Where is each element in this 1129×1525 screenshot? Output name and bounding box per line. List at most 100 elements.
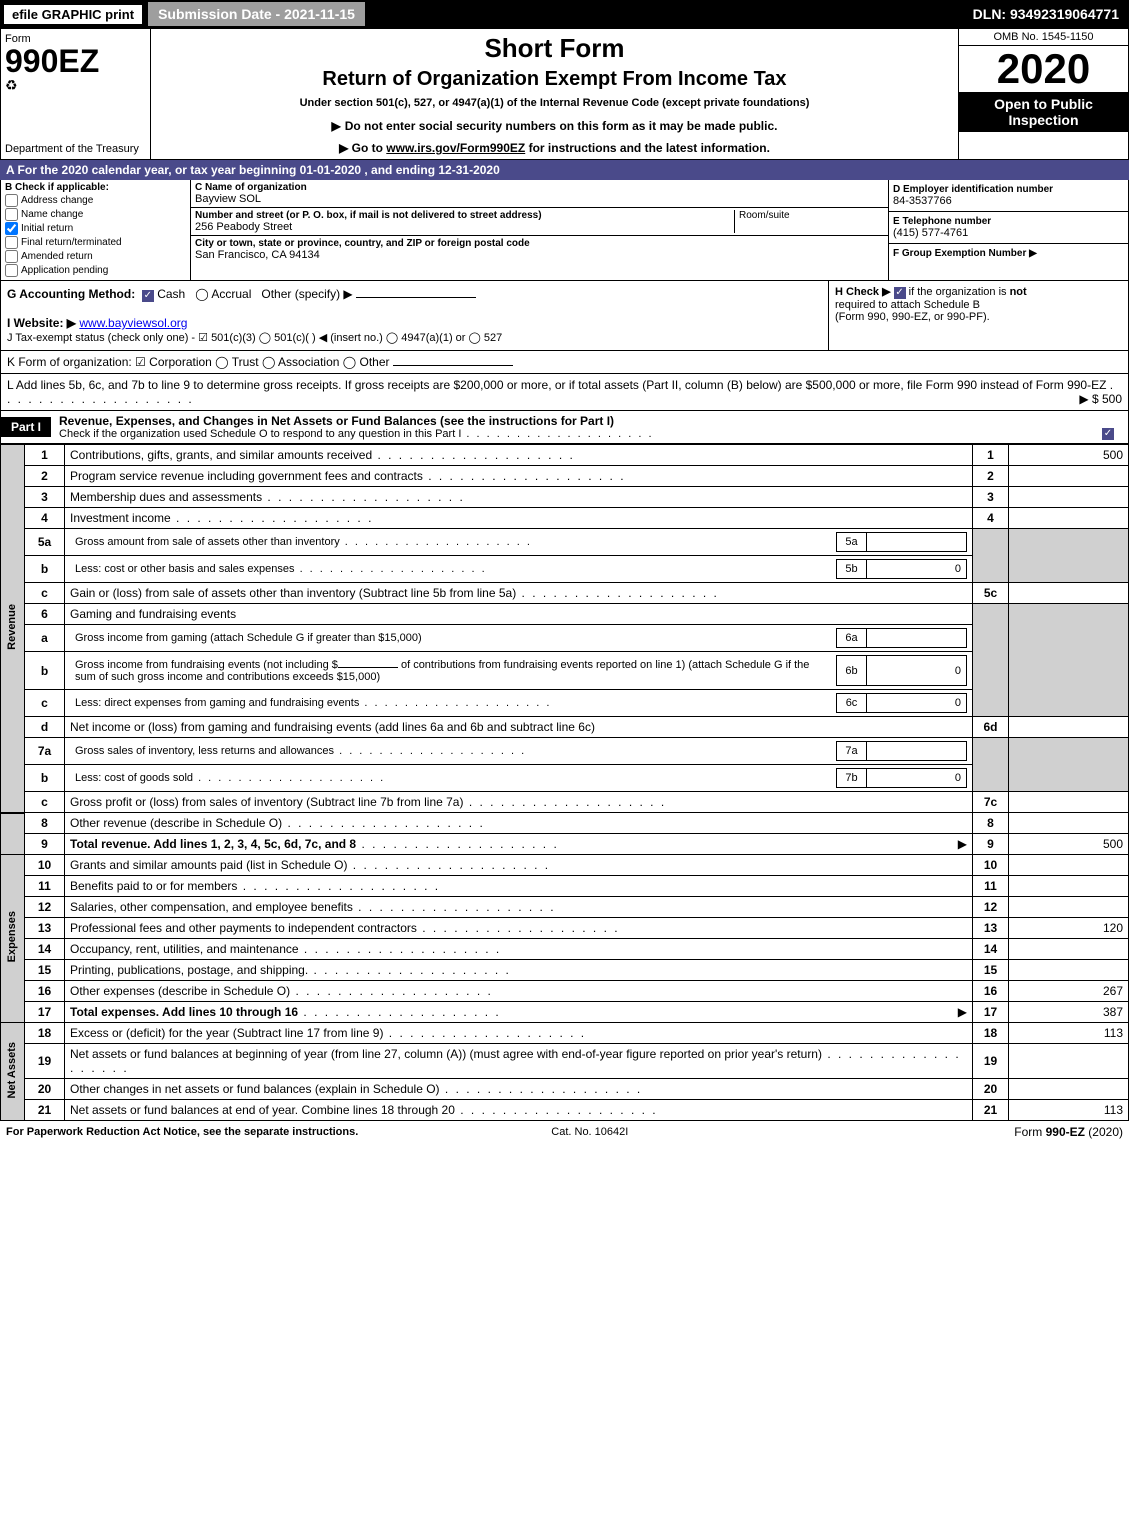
table-row: a Gross income from gaming (attach Sched… <box>1 625 1129 652</box>
goto-post: for instructions and the latest informat… <box>529 141 770 155</box>
g-cash: Cash <box>157 287 185 301</box>
line-desc: Grants and similar amounts paid (list in… <box>70 858 347 872</box>
chk-final-return[interactable]: Final return/terminated <box>5 236 186 249</box>
website-link[interactable]: www.bayviewsol.org <box>79 316 187 330</box>
line-num: 14 <box>25 939 65 960</box>
line-amount <box>1009 487 1129 508</box>
h-label: H Check ▶ <box>835 286 891 298</box>
table-row: 9 Total revenue. Add lines 1, 2, 3, 4, 5… <box>1 834 1129 855</box>
check-icon <box>1102 428 1114 440</box>
f-label: F Group Exemption Number ▶ <box>893 248 1124 259</box>
line-desc: Less: direct expenses from gaming and fu… <box>75 697 359 709</box>
part1-subtitle: Check if the organization used Schedule … <box>59 428 461 440</box>
line-amount <box>1009 1079 1129 1100</box>
line-num: 15 <box>25 960 65 981</box>
line-amount <box>1009 717 1129 738</box>
table-row: b Less: cost or other basis and sales ex… <box>1 556 1129 583</box>
tax-year: 2020 <box>959 46 1128 92</box>
line-box: 3 <box>973 487 1009 508</box>
line-amount: 500 <box>1009 445 1129 466</box>
line-amount: 113 <box>1009 1100 1129 1121</box>
efile-print-button[interactable]: efile GRAPHIC print <box>4 5 142 24</box>
table-row: b Less: cost of goods sold 7b 0 <box>1 765 1129 792</box>
part1-title: Revenue, Expenses, and Changes in Net As… <box>51 411 1128 443</box>
table-row: 17 Total expenses. Add lines 10 through … <box>1 1002 1129 1023</box>
chk-application-pending[interactable]: Application pending <box>5 264 186 277</box>
revenue-side-label: Revenue <box>1 445 25 813</box>
line-num: 3 <box>25 487 65 508</box>
chk-amended-return[interactable]: Amended return <box>5 250 186 263</box>
dln-number: DLN: 93492319064771 <box>973 6 1125 22</box>
room-suite: Room/suite <box>734 210 884 233</box>
line-desc: Investment income <box>70 511 171 525</box>
line-amount: 113 <box>1009 1023 1129 1044</box>
line-num: 21 <box>25 1100 65 1121</box>
table-row: 4 Investment income 4 <box>1 508 1129 529</box>
line-num: c <box>25 690 65 717</box>
table-row: 21 Net assets or fund balances at end of… <box>1 1100 1129 1121</box>
table-row: 16 Other expenses (describe in Schedule … <box>1 981 1129 1002</box>
goto-pre: Go to <box>352 141 387 155</box>
table-row: 7a Gross sales of inventory, less return… <box>1 738 1129 765</box>
topbar: efile GRAPHIC print Submission Date - 20… <box>0 0 1129 28</box>
line-amount: 387 <box>1009 1002 1129 1023</box>
cat-no: Cat. No. 10642I <box>551 1126 628 1138</box>
table-row: d Net income or (loss) from gaming and f… <box>1 717 1129 738</box>
section-b-checklist: B Check if applicable: Address change Na… <box>1 180 191 280</box>
line-desc: Program service revenue including govern… <box>70 469 423 483</box>
part1-table: Revenue 1 Contributions, gifts, grants, … <box>0 444 1129 1121</box>
chk-name-change[interactable]: Name change <box>5 208 186 221</box>
table-row: b Gross income from fundraising events (… <box>1 652 1129 690</box>
line-desc: Salaries, other compensation, and employ… <box>70 900 353 914</box>
line-amount <box>1009 876 1129 897</box>
line-box: 14 <box>973 939 1009 960</box>
line-box: 19 <box>973 1044 1009 1079</box>
e-label: E Telephone number <box>893 216 1124 227</box>
table-row: 11 Benefits paid to or for members 11 <box>1 876 1129 897</box>
table-row: 19 Net assets or fund balances at beginn… <box>1 1044 1129 1079</box>
line-desc: Printing, publications, postage, and shi… <box>70 963 308 977</box>
line-desc: Occupancy, rent, utilities, and maintena… <box>70 942 299 956</box>
sub-amount <box>867 533 967 552</box>
line-desc: Gaming and fundraising events <box>70 607 236 621</box>
irs-link[interactable]: www.irs.gov/Form990EZ <box>386 141 525 155</box>
line-box: 9 <box>973 834 1009 855</box>
table-row: 20 Other changes in net assets or fund b… <box>1 1079 1129 1100</box>
line-desc: Other changes in net assets or fund bala… <box>70 1082 440 1096</box>
line-num: 16 <box>25 981 65 1002</box>
line-num: 2 <box>25 466 65 487</box>
chk-address-change[interactable]: Address change <box>5 194 186 207</box>
line-amount <box>1009 897 1129 918</box>
line-desc: Less: cost of goods sold <box>75 772 193 784</box>
line-desc: Gross income from gaming (attach Schedul… <box>75 632 422 644</box>
table-row: 12 Salaries, other compensation, and emp… <box>1 897 1129 918</box>
table-row: 6 Gaming and fundraising events <box>1 604 1129 625</box>
line-desc: Gain or (loss) from sale of assets other… <box>70 586 516 600</box>
row-g-h: G Accounting Method: Cash ◯ Accrual Othe… <box>0 281 1129 351</box>
line-desc: Other revenue (describe in Schedule O) <box>70 816 282 830</box>
table-row: 13 Professional fees and other payments … <box>1 918 1129 939</box>
line-num: 19 <box>25 1044 65 1079</box>
part1-label: Part I <box>1 417 51 437</box>
org-name: Bayview SOL <box>195 193 884 205</box>
form-footer-label: Form 990-EZ (2020) <box>1014 1125 1123 1139</box>
phone-value: (415) 577-4761 <box>893 227 1124 239</box>
chk-initial-return[interactable]: Initial return <box>5 222 186 235</box>
table-row: c Gain or (loss) from sale of assets oth… <box>1 583 1129 604</box>
line-desc: Net income or (loss) from gaming and fun… <box>70 720 595 734</box>
addr-value: 256 Peabody Street <box>195 221 734 233</box>
sub-box: 7a <box>837 742 867 761</box>
section-d-e-f: D Employer identification number 84-3537… <box>888 180 1128 280</box>
h-text1: if the organization is <box>909 286 1010 298</box>
line-num: a <box>25 625 65 652</box>
b-label: B Check if applicable: <box>5 182 186 193</box>
sub-box: 6c <box>837 694 867 713</box>
check-icon <box>142 290 154 302</box>
line-amount <box>1009 813 1129 834</box>
line-num: 9 <box>25 834 65 855</box>
arrow-icon: ▶ <box>958 1005 967 1019</box>
table-row: 5a Gross amount from sale of assets othe… <box>1 529 1129 556</box>
i-label: I Website: ▶ <box>7 316 76 330</box>
arrow-icon: ▶ <box>958 837 967 851</box>
line-desc: Excess or (deficit) for the year (Subtra… <box>70 1026 383 1040</box>
